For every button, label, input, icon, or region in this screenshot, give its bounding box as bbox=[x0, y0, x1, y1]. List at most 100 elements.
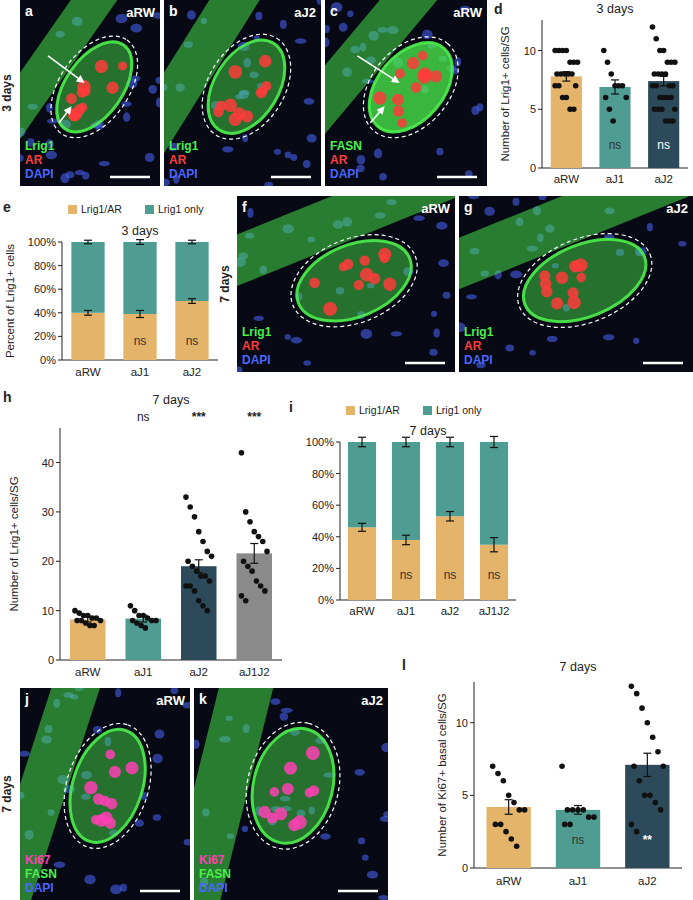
error-bar bbox=[136, 240, 144, 245]
bar bbox=[648, 81, 679, 168]
y-axis bbox=[340, 442, 341, 600]
data-point bbox=[98, 618, 104, 624]
significance-label: ns bbox=[572, 833, 585, 847]
row-label: 7 days bbox=[218, 265, 232, 303]
error-bar bbox=[188, 240, 196, 244]
bar bbox=[236, 553, 272, 660]
significance-label: ns bbox=[444, 568, 457, 582]
y-tick-label: 40% bbox=[312, 531, 334, 543]
bar-segment bbox=[436, 442, 464, 516]
micrograph bbox=[325, 0, 487, 186]
y-tick-label: 0 bbox=[530, 162, 536, 174]
stain-label: FASN bbox=[199, 867, 231, 881]
data-point bbox=[608, 71, 614, 77]
data-point bbox=[202, 573, 208, 579]
legend-swatch bbox=[346, 406, 355, 415]
gland-membrane bbox=[57, 720, 159, 852]
panel-label: a bbox=[25, 3, 33, 19]
stain-label: Ki67 bbox=[25, 853, 51, 867]
nucleus-dapi bbox=[148, 85, 157, 94]
condition-label: aJ2 bbox=[666, 201, 688, 216]
error-stem bbox=[139, 240, 140, 245]
data-point bbox=[241, 558, 247, 564]
error-bar bbox=[84, 617, 92, 622]
significance-label: ns bbox=[488, 568, 501, 582]
nucleus-dapi bbox=[347, 10, 353, 17]
data-point bbox=[658, 807, 664, 813]
data-point bbox=[672, 106, 678, 112]
data-point bbox=[564, 48, 570, 54]
data-point bbox=[634, 829, 640, 835]
y-tick-label: 20% bbox=[34, 330, 56, 342]
data-point bbox=[192, 514, 198, 520]
scale-bar bbox=[437, 176, 477, 179]
legend-swatch bbox=[145, 205, 154, 214]
nucleus-stained bbox=[539, 284, 554, 299]
nucleus-dapi bbox=[431, 311, 437, 317]
error-cap bbox=[139, 621, 147, 622]
nucleus-stained bbox=[358, 254, 372, 268]
error-stem bbox=[508, 800, 509, 815]
nucleus-stained bbox=[104, 79, 121, 96]
x-tick-label: aJ1 bbox=[606, 173, 625, 185]
data-point bbox=[254, 578, 260, 584]
data-point bbox=[256, 534, 262, 540]
nucleus-dapi bbox=[320, 833, 331, 839]
data-point bbox=[659, 106, 665, 112]
bar-segment bbox=[480, 545, 508, 600]
figure: aaRWLrig1ARDAPI3 daysbaJ2Lrig1ARDAPIcaRW… bbox=[0, 0, 693, 900]
nucleus-dapi bbox=[20, 154, 24, 162]
nucleus-dapi bbox=[153, 814, 161, 820]
nucleus-dapi bbox=[538, 196, 546, 200]
error-cap bbox=[84, 616, 92, 617]
scale-bar bbox=[643, 362, 683, 365]
chart-title: 3 days bbox=[597, 2, 634, 16]
data-point bbox=[567, 822, 573, 828]
x-tick-label: aJ1 bbox=[134, 666, 153, 678]
error-cap bbox=[446, 520, 454, 521]
nucleus-dapi bbox=[242, 826, 248, 832]
y-tick-label: 60% bbox=[312, 499, 334, 511]
error-cap bbox=[195, 572, 203, 573]
gland-membrane bbox=[192, 26, 301, 147]
data-point bbox=[603, 95, 609, 101]
error-cap bbox=[562, 80, 570, 81]
error-cap bbox=[84, 310, 92, 311]
nucleus-dapi bbox=[466, 294, 477, 299]
nucleus-stained bbox=[92, 57, 110, 75]
nucleus-dapi bbox=[357, 155, 366, 165]
x-tick-label: aRW bbox=[75, 366, 100, 378]
error-cap bbox=[490, 447, 498, 448]
nucleus-stained bbox=[416, 49, 430, 63]
y-tick-label: 40 bbox=[42, 457, 54, 469]
x-tick-label: aRW bbox=[496, 875, 521, 887]
data-point bbox=[601, 48, 607, 54]
nucleus-dapi bbox=[378, 895, 388, 900]
error-stem bbox=[405, 437, 406, 446]
data-point bbox=[629, 684, 635, 690]
y-tick bbox=[56, 660, 60, 661]
data-point bbox=[183, 494, 189, 500]
gland-outline bbox=[277, 217, 431, 344]
error-stem bbox=[647, 753, 648, 776]
nucleus-dapi bbox=[222, 146, 233, 152]
error-cap bbox=[611, 79, 619, 80]
nucleus-dapi bbox=[510, 271, 522, 279]
bar-segment bbox=[436, 516, 464, 600]
data-point bbox=[128, 603, 134, 609]
nucleus-dapi bbox=[391, 331, 403, 336]
data-point bbox=[655, 749, 661, 755]
bar bbox=[599, 87, 630, 168]
scale-bar bbox=[405, 362, 445, 365]
nucleus-dapi bbox=[82, 172, 89, 180]
nucleus-dapi bbox=[381, 743, 388, 753]
data-point bbox=[559, 763, 565, 769]
condition-label: aJ2 bbox=[294, 5, 316, 20]
nucleus-dapi bbox=[291, 337, 302, 343]
data-point bbox=[243, 509, 249, 515]
y-axis bbox=[542, 20, 543, 168]
data-point bbox=[493, 822, 499, 828]
bar-segment bbox=[71, 242, 104, 313]
error-cap bbox=[446, 446, 454, 447]
error-cap bbox=[250, 543, 258, 544]
